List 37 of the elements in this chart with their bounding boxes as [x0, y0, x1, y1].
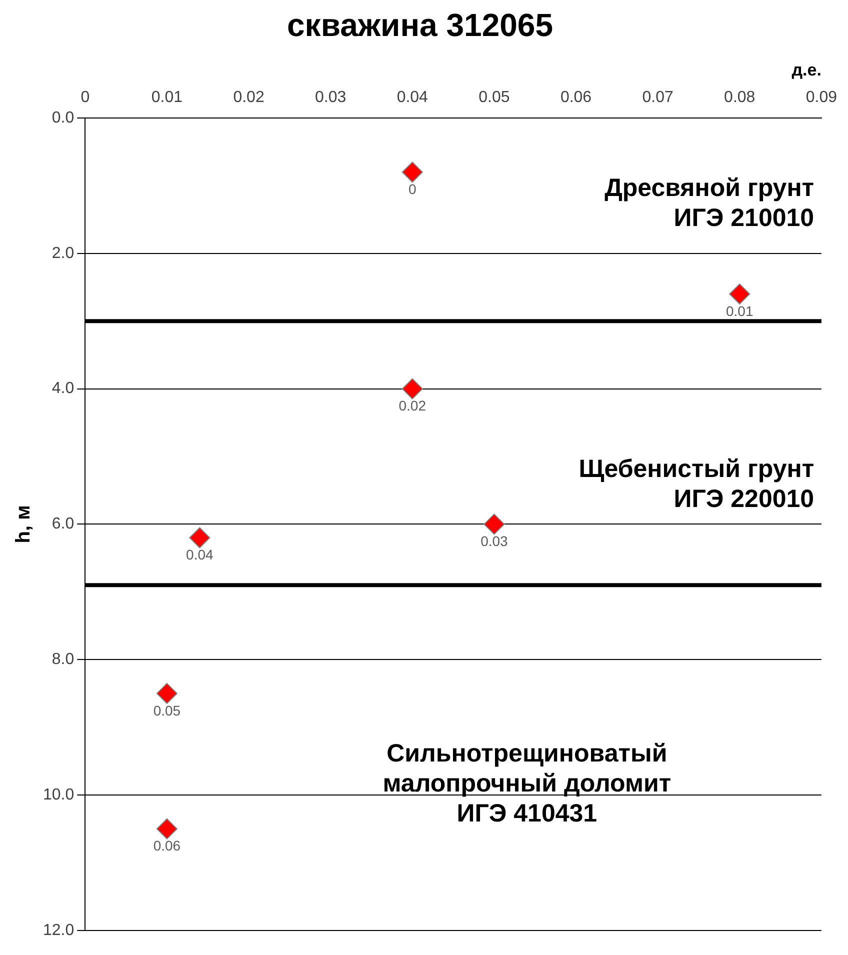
- y-tick-label: 8.0: [52, 651, 74, 668]
- point: [156, 682, 178, 704]
- y-tick-label: 6.0: [52, 516, 74, 533]
- y-tick-label: 10.0: [43, 786, 74, 804]
- y-tick-label: 2.0: [52, 244, 74, 262]
- y-tick-label: 0.0: [52, 109, 74, 126]
- x-tick-label: 0.02: [233, 88, 264, 106]
- annotation: 0: [408, 181, 416, 198]
- annotation: 0.05: [153, 702, 181, 718]
- annotation: 0.03: [480, 533, 508, 550]
- point: [484, 514, 505, 535]
- annotation: 0.02: [398, 398, 426, 414]
- x-tick-label: 0.05: [478, 88, 510, 106]
- point: [402, 162, 423, 183]
- x-tick-label: 0.01: [151, 88, 183, 106]
- annotation: 0.04: [186, 546, 214, 563]
- point: [189, 527, 210, 548]
- y-tick-label: 4.0: [52, 380, 74, 398]
- point: [402, 378, 423, 400]
- annotation: Сильнотрещиноватый малопрочный доломит ИГЭ 410431: [382, 739, 672, 828]
- point: [729, 284, 750, 305]
- x-tick-label: 0.09: [806, 88, 838, 106]
- annotation: Дресвяной грунт ИГЭ 210010: [604, 174, 814, 232]
- y-tick-label: 12.0: [43, 922, 74, 939]
- x-tick-label: 0.07: [642, 88, 674, 106]
- x-tick-label: 0: [80, 88, 90, 106]
- x-tick-label: 0.04: [396, 88, 428, 106]
- point: [156, 818, 178, 840]
- x-tick-label: 0.03: [315, 88, 346, 106]
- x-axis-title: д.е.: [792, 60, 822, 80]
- annotation: 0.01: [726, 302, 754, 319]
- chart-title: скважина 312065: [286, 7, 554, 44]
- annotation: Щебенистый грунт ИГЭ 220010: [578, 454, 814, 513]
- x-tick-label: 0.06: [560, 88, 592, 106]
- annotation: 0.06: [153, 838, 181, 854]
- x-tick-label: 0.08: [724, 88, 756, 106]
- y-axis-title: h, м: [12, 505, 35, 544]
